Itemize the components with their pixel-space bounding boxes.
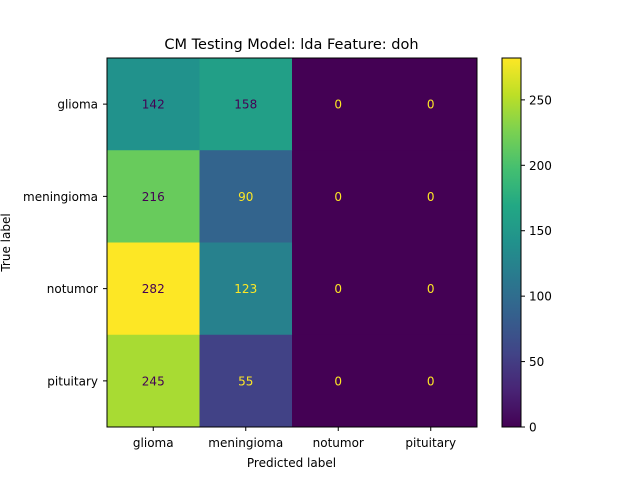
y-tick-label: pituitary bbox=[47, 374, 98, 388]
heatmap-cell bbox=[384, 58, 478, 151]
axes-frame bbox=[106, 57, 478, 428]
heatmap-cell bbox=[199, 58, 293, 151]
y-tick-label: glioma bbox=[57, 98, 98, 112]
y-axis-label: True label bbox=[0, 213, 13, 272]
x-tick-label: pituitary bbox=[405, 436, 456, 450]
colorbar-tick-label: 0 bbox=[529, 421, 537, 435]
colorbar-tick-label: 50 bbox=[529, 355, 544, 369]
heatmap-cell-value: 282 bbox=[142, 282, 165, 296]
heatmap-cell bbox=[107, 334, 200, 428]
heatmap-cell bbox=[292, 150, 385, 243]
heatmap-cell-value: 216 bbox=[142, 190, 165, 204]
heatmap-cell bbox=[384, 242, 478, 336]
heatmap-cell-value: 0 bbox=[427, 190, 435, 204]
heatmap-cell-value: 245 bbox=[142, 374, 165, 388]
heatmap-cell-value: 55 bbox=[238, 374, 253, 388]
heatmap-cell bbox=[107, 242, 200, 336]
heatmap-cell-value: 158 bbox=[234, 98, 257, 112]
heatmap-cell-labels: 142 158 0 0 216 90 0 0 282 123 0 0 245 55 0 0 bbox=[142, 98, 435, 389]
x-tick-label: notumor bbox=[313, 436, 364, 450]
colorbar-ticks: 0 50 100 150 200 250 bbox=[521, 93, 552, 435]
heatmap-cell bbox=[199, 242, 293, 336]
heatmap-cells bbox=[107, 58, 478, 428]
x-axis-label: Predicted label bbox=[247, 456, 336, 470]
colorbar-tick-label: 150 bbox=[529, 224, 552, 238]
heatmap-cell-value: 0 bbox=[334, 190, 342, 204]
heatmap-cell bbox=[107, 58, 200, 151]
heatmap-cell bbox=[292, 58, 385, 151]
y-axis-ticks: glioma meningioma notumor pituitary bbox=[23, 98, 107, 388]
y-tick-label: meningioma bbox=[23, 190, 98, 204]
colorbar bbox=[501, 57, 522, 428]
colorbar-tick-label: 250 bbox=[529, 93, 552, 107]
heatmap-cell-value: 142 bbox=[142, 98, 165, 112]
y-tick-label: notumor bbox=[47, 282, 98, 296]
heatmap-cell bbox=[292, 334, 385, 428]
heatmap-cell bbox=[107, 150, 200, 243]
x-tick-label: meningioma bbox=[208, 436, 283, 450]
colorbar-tick-label: 100 bbox=[529, 290, 552, 304]
heatmap-cell bbox=[384, 150, 478, 243]
heatmap-cell-value: 90 bbox=[238, 190, 253, 204]
chart-title: CM Testing Model: lda Feature: doh bbox=[164, 37, 418, 53]
x-axis-ticks: glioma meningioma notumor pituitary bbox=[133, 427, 456, 450]
heatmap-cell-value: 0 bbox=[334, 374, 342, 388]
heatmap-cell bbox=[384, 334, 478, 428]
heatmap-cell bbox=[292, 242, 385, 336]
heatmap-cell-value: 0 bbox=[427, 98, 435, 112]
heatmap-cell-value: 123 bbox=[234, 282, 257, 296]
colorbar-tick-label: 200 bbox=[529, 159, 552, 173]
heatmap-cell bbox=[199, 150, 293, 243]
heatmap-cell bbox=[199, 334, 293, 428]
heatmap-cell-value: 0 bbox=[334, 98, 342, 112]
heatmap-cell-value: 0 bbox=[334, 282, 342, 296]
x-tick-label: glioma bbox=[133, 436, 174, 450]
heatmap-cell-value: 0 bbox=[427, 374, 435, 388]
heatmap-cell-value: 0 bbox=[427, 282, 435, 296]
